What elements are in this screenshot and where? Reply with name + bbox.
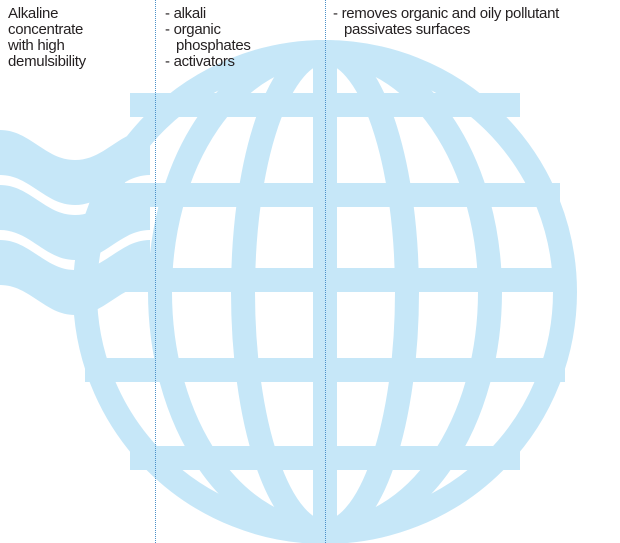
text-line: with high bbox=[8, 37, 65, 54]
text-line: - organic bbox=[165, 21, 221, 38]
text-line: concentrate bbox=[8, 21, 84, 38]
text-line: passivates surfaces bbox=[344, 21, 471, 38]
text-line: Alkaline bbox=[8, 5, 59, 22]
text-line: - activators bbox=[165, 53, 235, 70]
text-line: demulsibility bbox=[8, 53, 86, 70]
description: Alkaline concentrate with high demulsibilit… bbox=[8, 6, 86, 70]
waves bbox=[0, 130, 150, 315]
divider bbox=[155, 0, 156, 543]
divider bbox=[325, 0, 326, 543]
composition: - alkali - organic phosphates - activators bbox=[165, 6, 251, 70]
text-line: phosphates bbox=[176, 37, 251, 54]
text-line: - alkali bbox=[165, 5, 206, 22]
properties: - removes organic and oily pollutant pass… bbox=[333, 6, 559, 38]
text-line: - removes organic and oily pollutant bbox=[333, 5, 559, 22]
